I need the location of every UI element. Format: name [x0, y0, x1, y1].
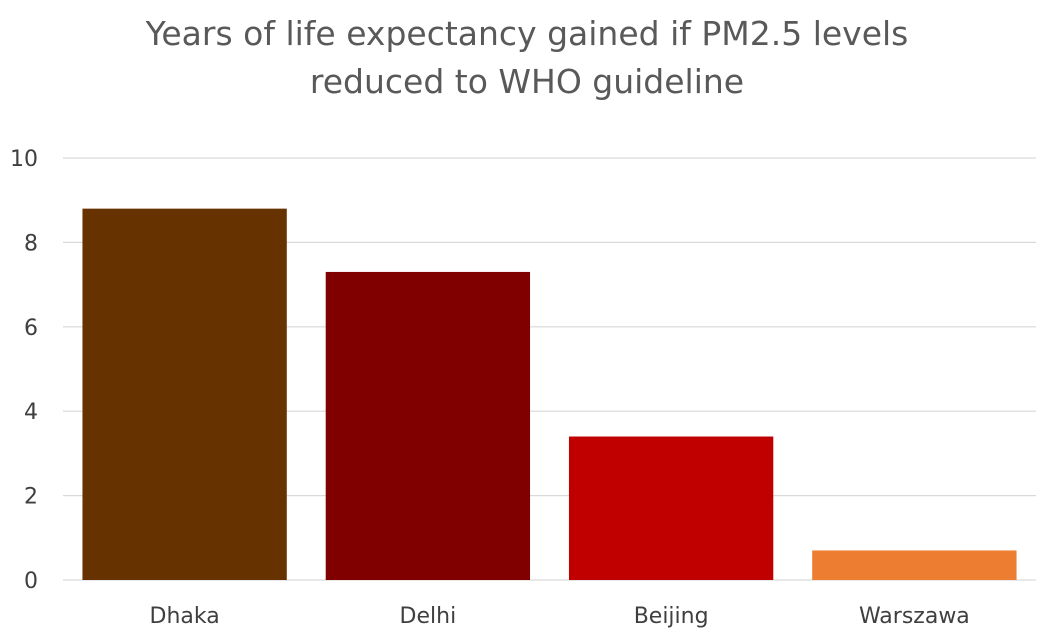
- x-category-label-delhi: Delhi: [400, 604, 457, 629]
- x-axis-category-labels: Dhaka Delhi Beijing Warszawa: [150, 604, 970, 629]
- bar-delhi: [325, 271, 531, 580]
- y-tick-label: 6: [24, 316, 38, 341]
- y-tick-label: 8: [24, 231, 38, 256]
- chart-title-line-2: reduced to WHO guideline: [310, 62, 744, 101]
- bar-warszawa: [812, 550, 1017, 580]
- chart-title: Years of life expectancy gained if PM2.5…: [145, 14, 909, 101]
- y-tick-label: 2: [24, 485, 38, 510]
- bars: [82, 208, 1017, 580]
- x-category-label-beijing: Beijing: [634, 604, 709, 629]
- y-tick-label: 0: [24, 569, 38, 594]
- chart-title-line-1: Years of life expectancy gained if PM2.5…: [145, 14, 909, 53]
- x-category-label-dhaka: Dhaka: [150, 604, 220, 629]
- y-axis-tick-labels: 0 2 4 6 8 10: [10, 147, 38, 594]
- y-tick-label: 4: [24, 400, 38, 425]
- bar-beijing: [568, 436, 774, 580]
- x-category-label-warszawa: Warszawa: [859, 604, 970, 629]
- y-tick-label: 10: [10, 147, 38, 172]
- bar-dhaka: [82, 208, 287, 580]
